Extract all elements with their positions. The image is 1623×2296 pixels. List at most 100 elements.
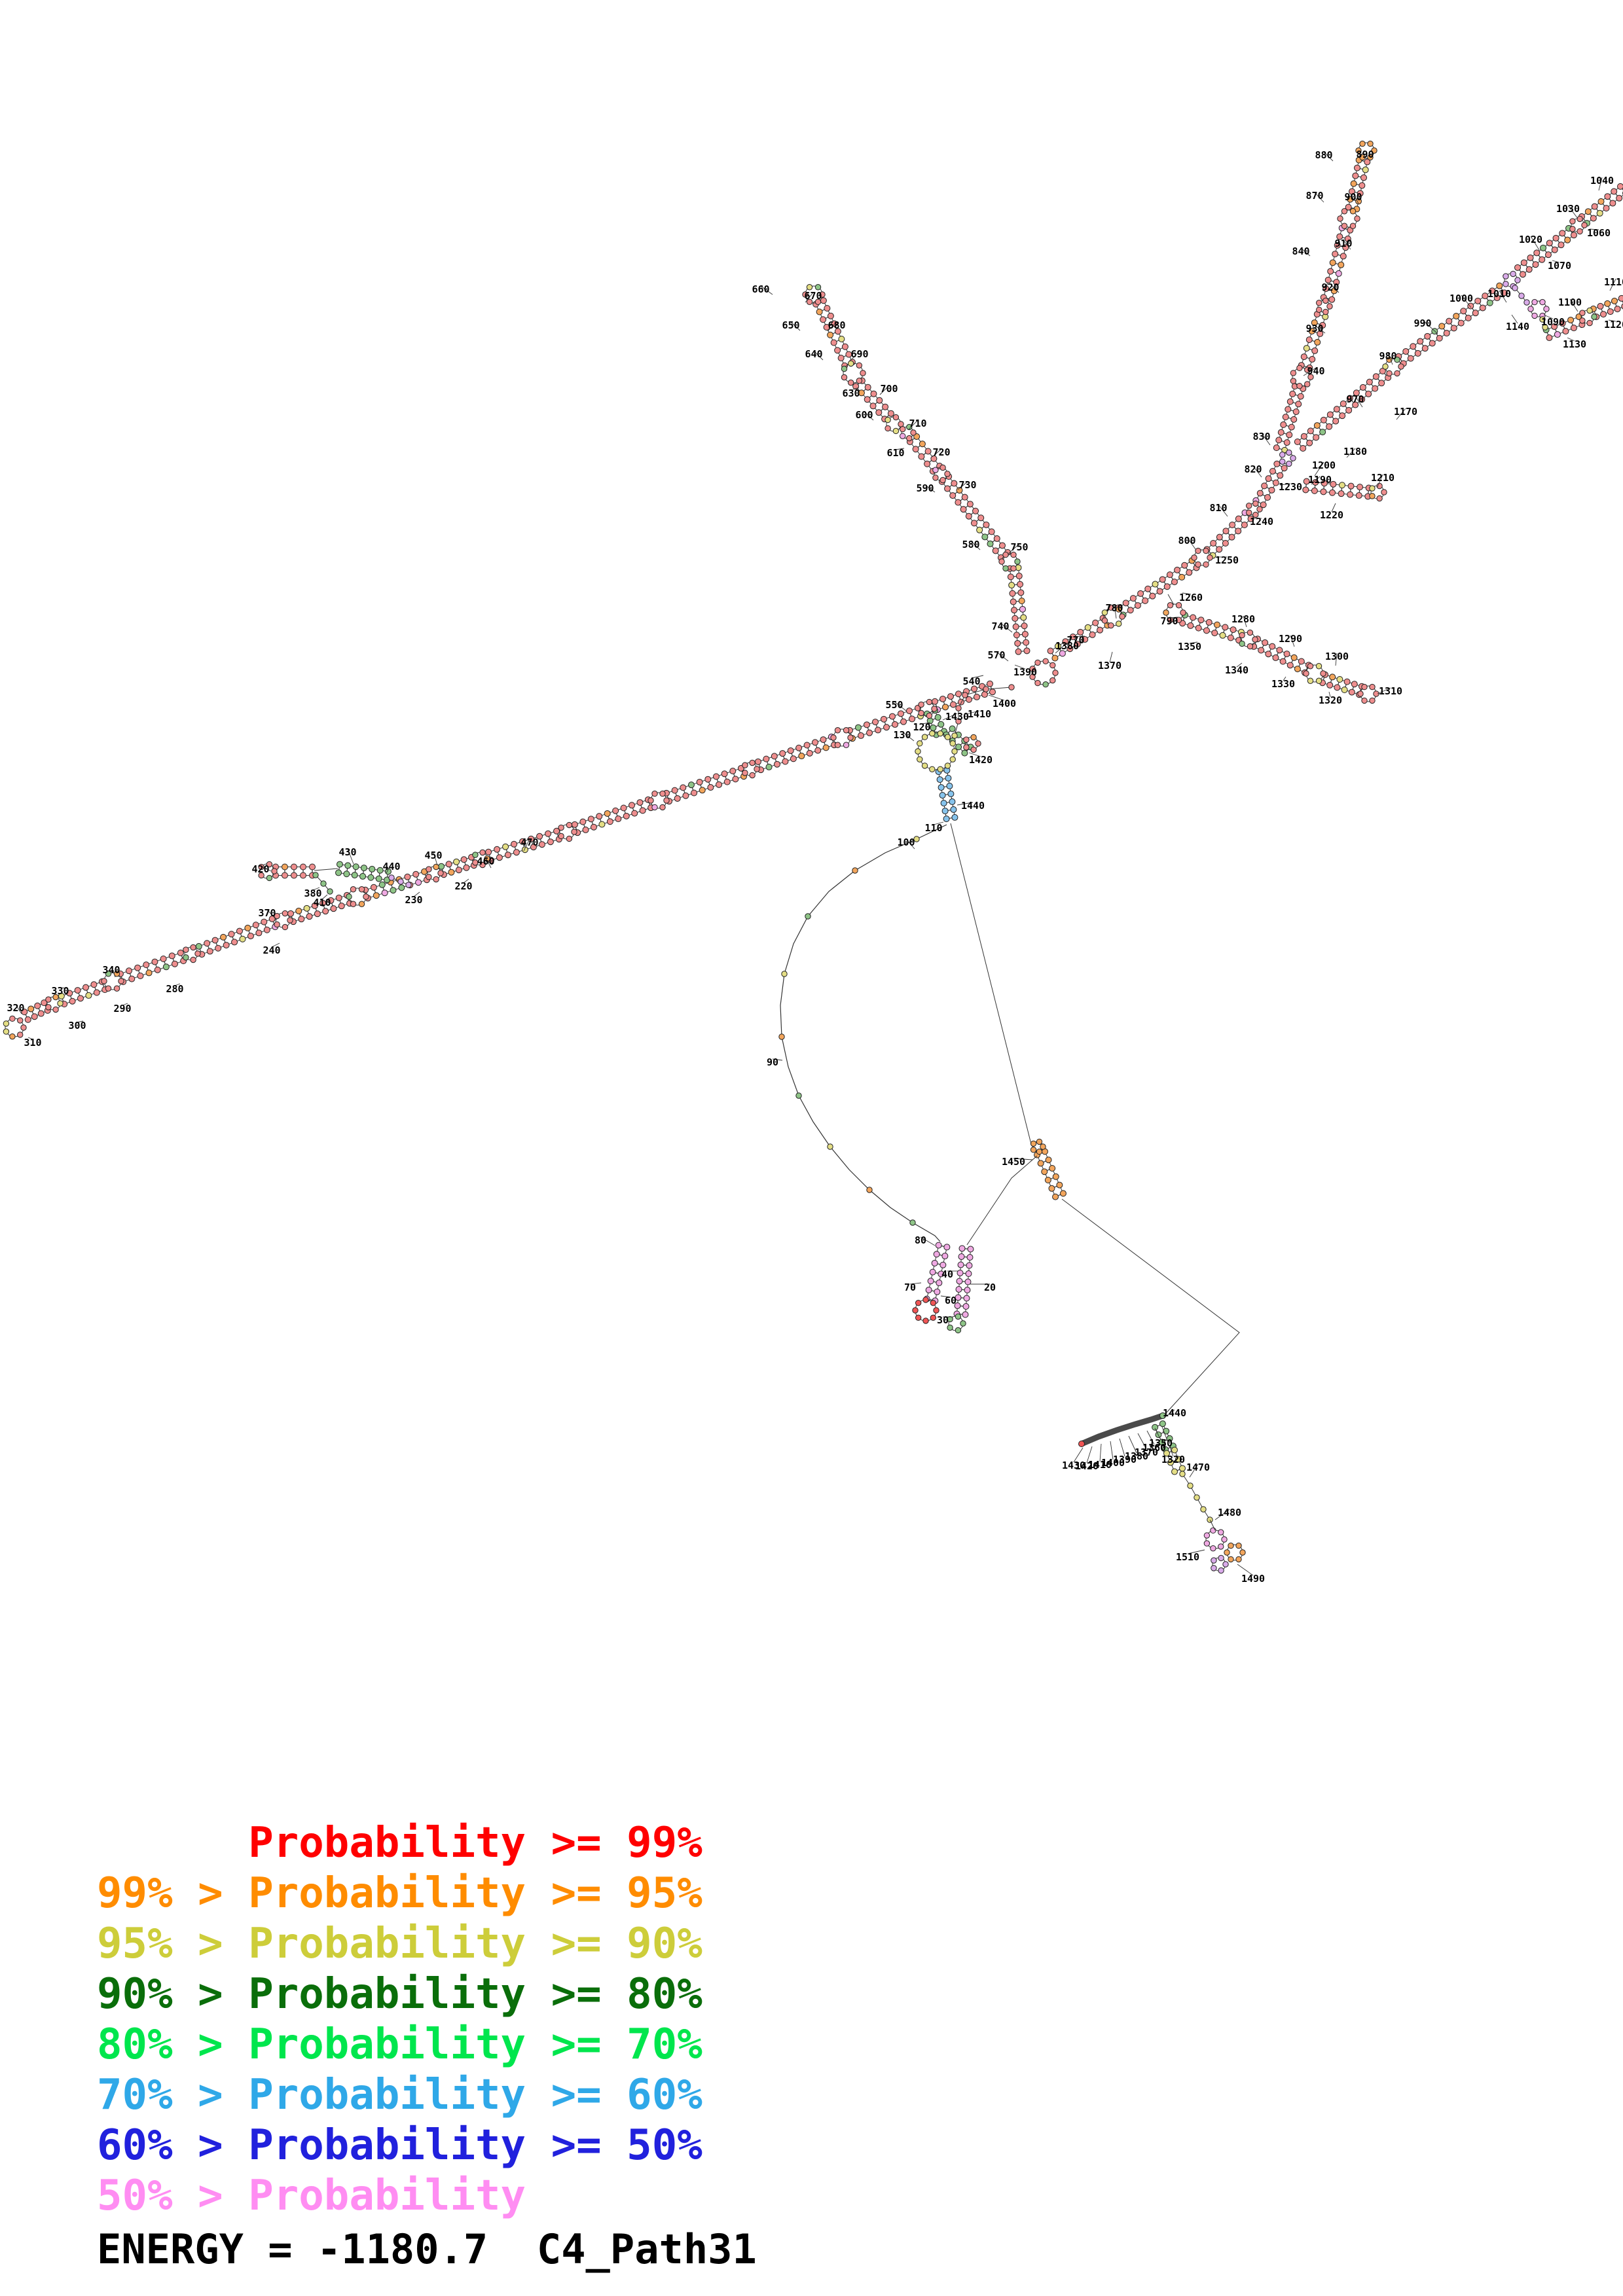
nucleotide-dot [965, 696, 972, 703]
nucleotide-dot [1187, 1482, 1194, 1489]
position-label: 880 [1315, 149, 1332, 161]
label-leader-line [921, 722, 931, 725]
position-label: 1020 [1519, 234, 1542, 245]
position-label: 900 [1344, 191, 1362, 203]
label-leader-line [523, 838, 530, 852]
nucleotide-dot [1292, 408, 1300, 416]
nucleotide-dot [1260, 501, 1267, 509]
nucleotide-dot [983, 686, 989, 692]
label-leader-line [1237, 1564, 1254, 1576]
label-leader-line [1330, 283, 1340, 293]
nucleotide-dot [1357, 484, 1364, 491]
nucleotide-dot [1617, 183, 1623, 190]
label-leader-line [1189, 1463, 1199, 1478]
nucleotide-dot [814, 747, 822, 754]
nucleotide-dot [183, 954, 189, 961]
label-leader-line [1598, 177, 1603, 191]
label-leader-line [957, 481, 968, 490]
nucleotide-dot [171, 960, 178, 967]
nucleotide-dot [1579, 317, 1586, 324]
nucleotide-dot [1361, 683, 1368, 691]
nucleotide-dot [943, 816, 950, 823]
nucleotide-dot [363, 893, 369, 900]
position-label: 1450 [1002, 1156, 1025, 1168]
nucleotide-dot [816, 308, 823, 315]
nucleotide-dot [351, 872, 358, 879]
label-leader-line [996, 651, 1009, 662]
nucleotide-dot [939, 792, 946, 799]
nucleotide-dot [494, 846, 501, 853]
position-label: 1370 [1098, 660, 1122, 672]
nucleotide-dot [1371, 147, 1377, 154]
nucleotide-dot [1313, 434, 1320, 441]
nucleotide-dot [1122, 600, 1129, 607]
nucleotide-dot [1195, 624, 1202, 632]
energy-label: ENERGY = -1180.7 C4_Path31 [97, 2225, 757, 2273]
nucleotide-dot [1618, 295, 1623, 302]
nucleotide-dot [1596, 209, 1603, 217]
label-leader-line [111, 966, 116, 978]
nucleotide-dot [1197, 617, 1205, 624]
nucleotide-dot [528, 835, 535, 842]
nucleotide-dot [939, 464, 946, 471]
position-label: 1060 [1587, 227, 1611, 239]
nucleotide-dot [1246, 509, 1252, 516]
position-label: 1280 [1231, 613, 1255, 625]
nucleotide-dot [814, 284, 822, 291]
label-leader-line [1279, 483, 1291, 486]
nucleotide-dot [1010, 551, 1017, 558]
nucleotide-dot [312, 872, 319, 878]
nucleotide-dot [1539, 316, 1546, 323]
label-leader-line [174, 983, 181, 986]
nucleotide-dot [268, 915, 276, 922]
nucleotide-dot [1351, 681, 1358, 688]
nucleotide-dot [558, 824, 564, 831]
nucleotide-dot [1171, 1468, 1178, 1475]
nucleotide-dot [1014, 639, 1021, 647]
nucleotide-dot [1357, 190, 1364, 197]
nucleotide-dot [1137, 590, 1144, 597]
nucleotide-dot [933, 1307, 939, 1314]
nucleotide-dot [922, 1318, 929, 1324]
label-leader-line [1014, 664, 1026, 670]
position-label: 1260 [1179, 592, 1203, 603]
position-label: 1210 [1371, 472, 1395, 484]
nucleotide-dot [1335, 270, 1342, 277]
nucleotide-dot [266, 874, 273, 882]
nucleotide-dot [194, 950, 201, 957]
position-label: 810 [1209, 502, 1227, 514]
nucleotide-dot [1290, 416, 1298, 423]
nucleotide-dot [433, 863, 439, 870]
nucleotide-dot [1008, 582, 1015, 589]
nucleotide-dot [623, 812, 630, 819]
nucleotide-dot [1277, 429, 1285, 436]
nucleotide-dot [604, 810, 611, 817]
nucleotide-dot [1350, 180, 1357, 187]
nucleotide-dot [1158, 1439, 1165, 1446]
nucleotide-dot [932, 698, 939, 705]
nucleotide-dot [926, 712, 933, 719]
nucleotide-dot [806, 284, 813, 291]
nucleotide-dot [1436, 334, 1443, 342]
nucleotide-dot [958, 1245, 966, 1252]
nucleotide-dot [1354, 215, 1360, 222]
position-label: 1230 [1279, 481, 1302, 493]
nucleotide-dot [1116, 606, 1122, 613]
nucleotide-dot [282, 924, 289, 931]
nucleotide-dot [183, 946, 189, 953]
nucleotide-dot [105, 985, 112, 992]
nucleotide-dot [629, 802, 636, 809]
position-label: 110 [924, 822, 942, 834]
position-label: 1490 [1241, 1573, 1265, 1585]
nucleotide-dot [445, 861, 452, 868]
nucleotide-dot [910, 429, 917, 436]
nucleotide-dot [981, 533, 989, 541]
label-leader-line [1608, 319, 1616, 322]
nucleotide-dot [566, 835, 573, 842]
position-label: 1290 [1279, 633, 1302, 645]
nucleotide-dot [888, 713, 896, 720]
label-leader-line [433, 852, 438, 866]
nucleotide-dot [1311, 319, 1318, 327]
nucleotide-dot [929, 1268, 936, 1276]
